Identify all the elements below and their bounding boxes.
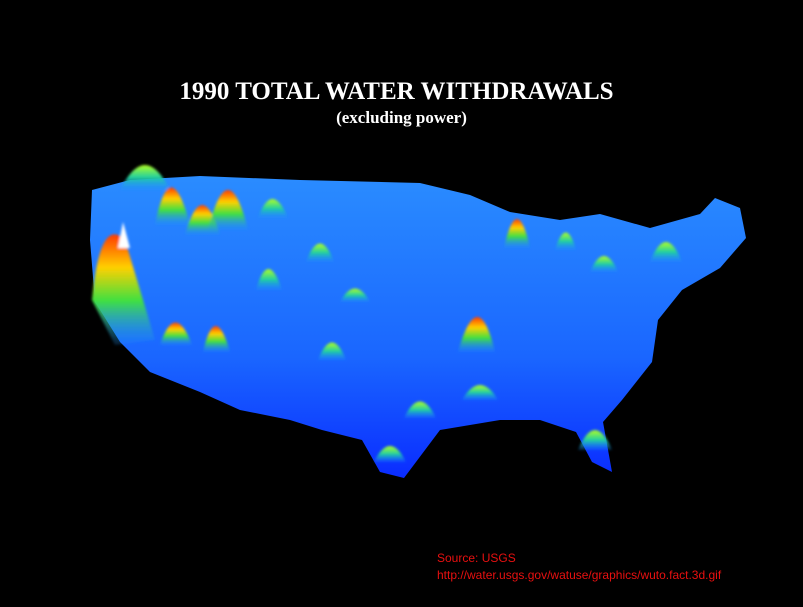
source: Source: USGS bbox=[437, 551, 516, 565]
us-land bbox=[90, 176, 746, 478]
peaks bbox=[92, 165, 682, 462]
source-url: http://water.usgs.gov/watuse/graphics/wu… bbox=[437, 568, 722, 582]
subtitle: (excluding power) bbox=[336, 108, 467, 127]
title: 1990 TOTAL WATER WITHDRAWALS bbox=[179, 78, 614, 105]
